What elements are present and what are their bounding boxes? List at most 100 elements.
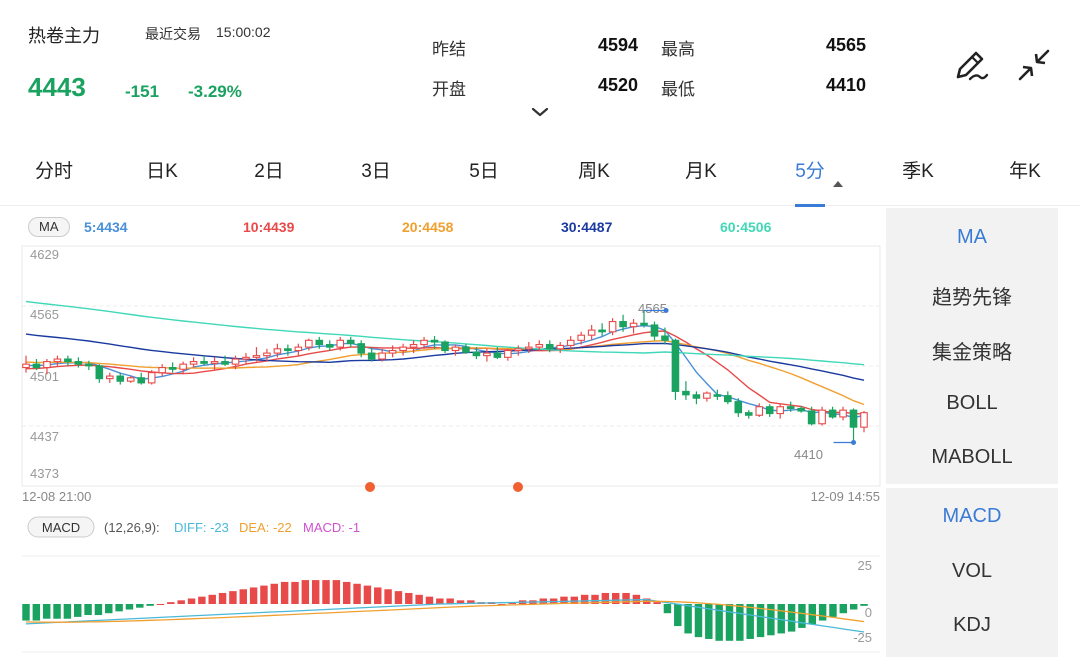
macd-y-tick: 0 bbox=[865, 605, 872, 620]
indicator-macd[interactable]: MACD bbox=[942, 505, 1002, 527]
candle-up bbox=[210, 361, 219, 364]
indicator-vol[interactable]: VOL bbox=[951, 560, 993, 582]
quote-header: 热卷主力 最近交易 15:00:02 4443 -151 -3.29% 昨结 4… bbox=[0, 0, 1080, 140]
tab-quarterly-k[interactable]: 季K bbox=[902, 161, 934, 182]
trade-time: 15:00:02 bbox=[216, 24, 271, 40]
candle-down bbox=[797, 407, 805, 412]
tab-3day[interactable]: 3日 bbox=[361, 161, 391, 182]
ma30-line bbox=[25, 333, 865, 381]
macd-bar-down bbox=[849, 604, 858, 610]
macd-bar-up bbox=[208, 594, 216, 604]
candle-down bbox=[200, 361, 208, 364]
macd-bar-down bbox=[756, 604, 765, 638]
macd-bar-up bbox=[560, 596, 568, 604]
macd-bar-down bbox=[146, 604, 154, 606]
tab-daily-k[interactable]: 日K bbox=[146, 161, 178, 182]
tab-monthly-k[interactable]: 月K bbox=[685, 161, 717, 182]
candle-down bbox=[221, 361, 229, 365]
candle-down bbox=[430, 339, 439, 343]
candle-down bbox=[744, 412, 753, 416]
candle-up bbox=[703, 392, 711, 399]
indicator-boll[interactable]: BOLL bbox=[946, 392, 998, 414]
price-change-percent: -3.29% bbox=[188, 82, 242, 101]
indicator-gold-strategy[interactable]: 集金策略 bbox=[932, 342, 1012, 364]
macd-y-tick: 25 bbox=[858, 558, 872, 573]
diff-legend: DIFF: -23 bbox=[174, 520, 229, 535]
sub-indicator-pill[interactable] bbox=[27, 516, 95, 538]
indicator-ma[interactable]: MA bbox=[957, 226, 987, 248]
main-grid bbox=[21, 245, 881, 487]
candle-up bbox=[189, 361, 198, 365]
period-tabs: 分时 日K 2日 3日 5日 周K 月K 5分 季K 年K bbox=[0, 146, 1080, 207]
tab-5min[interactable]: 5分 bbox=[795, 161, 825, 182]
candle-down bbox=[640, 322, 648, 326]
macd-bar-down bbox=[125, 604, 134, 610]
macd-bar-up bbox=[229, 591, 237, 604]
candle-up bbox=[53, 358, 62, 363]
tab-yearly-k[interactable]: 年K bbox=[1009, 161, 1041, 182]
sub-indicator-label: MACD bbox=[42, 520, 80, 535]
candle-up bbox=[535, 344, 544, 348]
dea-line bbox=[25, 600, 865, 623]
prev-settle-value: 4594 bbox=[597, 35, 638, 55]
event-marker[interactable] bbox=[513, 482, 523, 492]
tab-5day[interactable]: 5日 bbox=[469, 161, 499, 182]
kline-chart-area[interactable]: 4629 4565 4501 4437 4373 4565 4410 12-08… bbox=[0, 0, 886, 657]
macd-bar-up bbox=[332, 580, 341, 604]
diff-line bbox=[25, 598, 865, 633]
candle-down bbox=[828, 409, 837, 418]
macd-bar-up bbox=[601, 592, 610, 604]
candle-up bbox=[106, 375, 114, 380]
macd-bar-down bbox=[798, 604, 806, 628]
macd-grid bbox=[22, 555, 880, 653]
macd-bar-up bbox=[394, 591, 403, 604]
candle-down bbox=[137, 377, 146, 384]
candle-up bbox=[776, 406, 784, 415]
candle-down bbox=[619, 321, 627, 328]
macd-bar-up bbox=[436, 598, 444, 604]
tab-2day[interactable]: 2日 bbox=[254, 161, 284, 182]
indicator-side-panel: MA 趋势先锋 集金策略 BOLL MABOLL MACD VOL KDJ bbox=[886, 208, 1058, 657]
indicator-kdj[interactable]: KDJ bbox=[953, 614, 991, 636]
macd-bar-up bbox=[622, 592, 630, 604]
main-indicator-pill[interactable]: MA bbox=[28, 217, 70, 237]
candle-up bbox=[305, 339, 313, 348]
macd-bar-down bbox=[53, 604, 61, 619]
indicator-trend-pioneer[interactable]: 趋势先锋 bbox=[932, 287, 1012, 309]
candle-up bbox=[451, 346, 460, 352]
pen-icon[interactable] bbox=[950, 45, 990, 85]
candle-up bbox=[273, 348, 282, 354]
indicator-maboll[interactable]: MABOLL bbox=[931, 446, 1013, 468]
min-dot bbox=[851, 439, 857, 445]
y-tick-label: 4629 bbox=[30, 247, 59, 262]
candle-up bbox=[860, 412, 868, 428]
collapse-icon[interactable] bbox=[1014, 45, 1054, 85]
macd-histogram bbox=[22, 580, 868, 641]
candle-down bbox=[493, 352, 502, 358]
candle-up bbox=[252, 355, 261, 358]
candle-down bbox=[650, 324, 659, 337]
candle-up bbox=[525, 346, 533, 350]
ma60-line bbox=[25, 300, 865, 366]
candle-up bbox=[22, 363, 30, 369]
high-value: 4565 bbox=[825, 35, 866, 55]
prev-settle-label: 昨结 bbox=[432, 40, 466, 59]
macd-bar-up bbox=[249, 587, 258, 604]
event-marker[interactable] bbox=[365, 482, 375, 492]
macd-bar-down bbox=[767, 604, 775, 636]
tab-weekly-k[interactable]: 周K bbox=[578, 161, 610, 182]
macd-bar-down bbox=[705, 604, 713, 639]
candle-down bbox=[441, 341, 449, 352]
macd-bar-down bbox=[22, 604, 30, 621]
tab-timeshare[interactable]: 分时 bbox=[34, 161, 74, 182]
macd-bar-down bbox=[694, 604, 703, 638]
macd-bar-up bbox=[167, 602, 175, 604]
macd-bar-up bbox=[611, 592, 620, 604]
macd-bar-up bbox=[353, 583, 361, 604]
candle-down bbox=[472, 351, 481, 357]
candle-down bbox=[661, 335, 669, 341]
y-tick-label: 4373 bbox=[30, 466, 59, 481]
chevron-down-icon[interactable] bbox=[530, 104, 550, 120]
macd-bar-down bbox=[684, 604, 692, 634]
ma10-legend: 10:4439 bbox=[243, 219, 295, 235]
